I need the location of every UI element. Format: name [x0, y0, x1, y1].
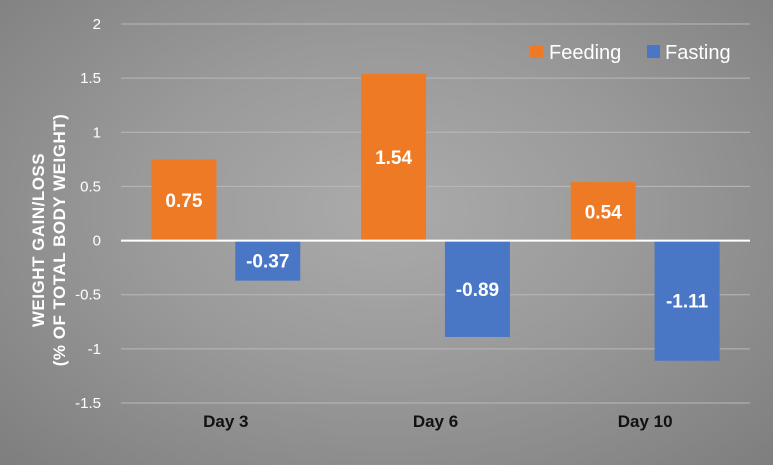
- y-tick-label: 2: [93, 16, 101, 33]
- data-label: 0.54: [585, 202, 622, 223]
- x-category-label: Day 3: [203, 412, 248, 431]
- data-label: 0.75: [165, 191, 202, 212]
- legend-swatch-fasting: [647, 45, 660, 58]
- y-axis-title: WEIGHT GAIN/LOSS (% OF TOTAL BODY WEIGHT…: [29, 114, 69, 367]
- y-tick-label: -1: [88, 341, 101, 358]
- bar-fasting-day-3: [235, 240, 301, 281]
- bar-fasting-day-10: [654, 240, 720, 361]
- bar-fasting-day-6: [444, 240, 510, 337]
- y-tick-label: 0: [93, 233, 101, 250]
- y-tick-label: -1.5: [75, 395, 101, 412]
- bar-feeding-day-3: [151, 159, 217, 241]
- y-axis-title-line2: (% OF TOTAL BODY WEIGHT): [50, 114, 69, 367]
- bar-feeding-day-6: [361, 73, 427, 241]
- data-labels: 0.75 -0.37 1.54 -0.89 0.54 -1.11: [165, 148, 708, 312]
- x-axis-categories: Day 3 Day 6 Day 10: [203, 412, 672, 431]
- legend-label-feeding: Feeding: [549, 42, 621, 64]
- legend-swatch-feeding: [530, 45, 543, 58]
- y-tick-label: 1: [93, 124, 101, 141]
- x-category-label: Day 10: [618, 412, 673, 431]
- y-axis-title-line1: WEIGHT GAIN/LOSS: [29, 153, 48, 327]
- y-axis-ticks: 2 1.5 1 0.5 0 -0.5 -1 -1.5: [75, 16, 101, 412]
- legend: Feeding Fasting: [530, 42, 731, 64]
- data-label: -0.37: [246, 252, 289, 273]
- x-category-label: Day 6: [413, 412, 458, 431]
- bar-feeding-day-10: [570, 182, 636, 241]
- data-label: -1.11: [666, 292, 709, 313]
- data-label: -0.89: [456, 280, 499, 301]
- data-label: 1.54: [375, 148, 412, 169]
- y-tick-label: 0.5: [80, 178, 101, 195]
- y-tick-label: 1.5: [80, 70, 101, 87]
- y-tick-label: -0.5: [75, 287, 101, 304]
- gridlines: [121, 23, 750, 404]
- legend-label-fasting: Fasting: [665, 42, 731, 64]
- bars: [151, 73, 720, 361]
